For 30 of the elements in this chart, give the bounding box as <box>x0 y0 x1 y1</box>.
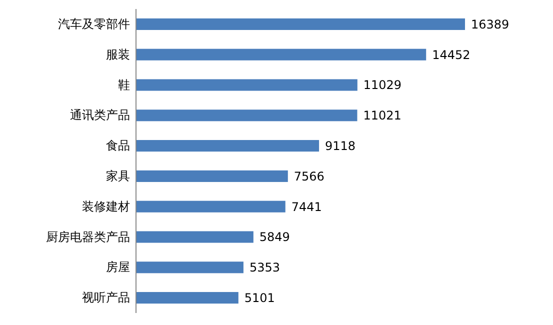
data-label: 14452 <box>432 48 470 62</box>
data-label: 16389 <box>471 17 510 32</box>
data-label: 5101 <box>244 291 275 305</box>
bar <box>136 110 358 122</box>
data-label: 7566 <box>294 169 324 184</box>
y-tick-label: 装修建材 <box>82 199 130 214</box>
bar <box>136 79 358 91</box>
bar <box>136 170 288 182</box>
y-tick-label: 通讯类产品 <box>70 108 130 122</box>
bar <box>136 48 426 60</box>
y-tick-label: 汽车及零部件 <box>58 17 130 32</box>
bar <box>136 140 320 152</box>
data-label: 5353 <box>249 260 280 275</box>
bar <box>136 262 244 274</box>
data-label: 7441 <box>291 200 322 214</box>
bar <box>136 231 254 243</box>
y-tick-label: 家具 <box>106 169 130 184</box>
y-tick-label: 服装 <box>106 47 130 62</box>
y-tick-label: 房屋 <box>106 260 130 274</box>
y-tick-label: 食品 <box>106 138 130 153</box>
data-label: 5849 <box>259 230 290 244</box>
y-tick-label: 厨房电器类产品 <box>46 230 130 244</box>
data-label: 9118 <box>325 139 356 153</box>
y-tick-label: 鞋 <box>118 78 130 92</box>
bar <box>136 292 238 304</box>
bar <box>136 18 465 30</box>
bar <box>136 200 286 212</box>
y-tick-label: 视听产品 <box>82 290 130 305</box>
data-label: 11021 <box>363 108 402 123</box>
data-label: 11029 <box>363 78 402 92</box>
